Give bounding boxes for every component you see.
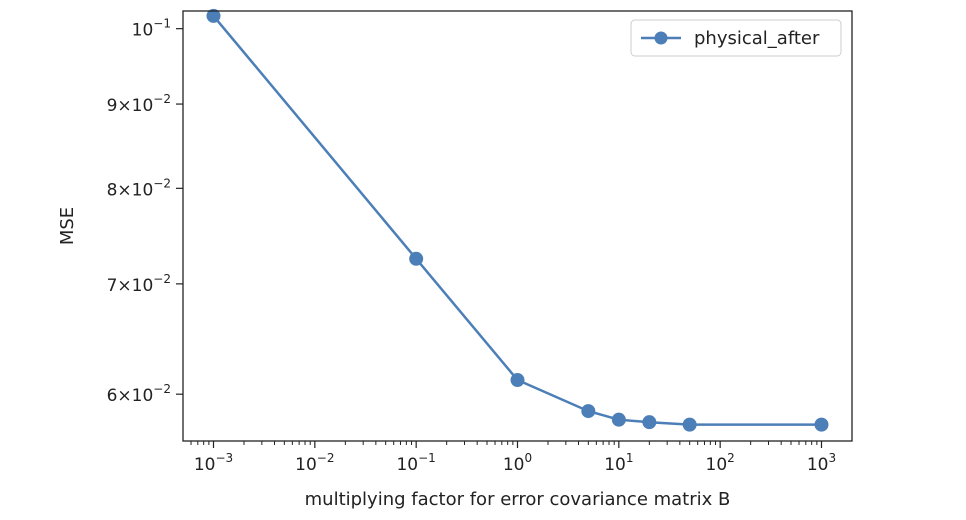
data-point [581,404,596,419]
x-tick-label: 10−2 [295,451,334,475]
plot-marks [206,8,829,432]
y-tick-label: 10−1 [132,17,171,41]
x-tick-label: 103 [807,451,836,475]
data-point [642,415,657,430]
data-point [206,8,221,23]
series-line-physical_after [212,15,822,426]
data-point [814,417,829,432]
legend-box [630,19,842,57]
data-point [682,417,697,432]
x-tick-label: 100 [503,451,532,475]
x-tick-label: 10−1 [396,451,435,475]
data-point [611,412,626,427]
data-point [510,373,525,388]
y-axis-title: MSE [57,207,78,245]
y-tick-label: 8×10−2 [107,176,171,200]
y-tick-label: 7×10−2 [107,272,171,296]
y-tick-label: 6×10−2 [107,382,171,406]
y-tick-label: 9×10−2 [107,92,171,116]
x-axis-title: multiplying factor for error covariance … [305,489,731,510]
legend: physical_after [630,19,842,57]
x-tick-label: 10−3 [194,451,233,475]
data-point [409,251,424,266]
legend-label: physical_after [694,28,820,49]
x-tick-label: 101 [604,451,633,475]
legend-marker [654,31,668,45]
x-tick-label: 102 [706,451,735,475]
axes-group: 10−3 10−2 10−1 100 101 102 103 10−1 9×10−2 8×10−2… [107,10,853,475]
